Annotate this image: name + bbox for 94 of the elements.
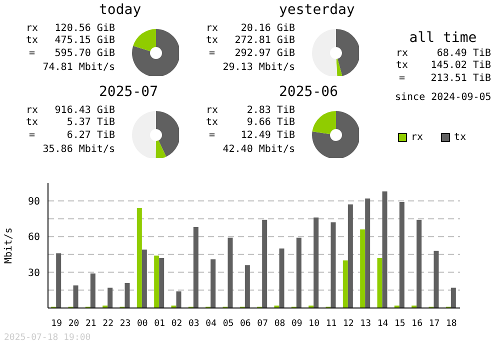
chart-title: today bbox=[98, 2, 142, 18]
x-tick-label: 18 bbox=[446, 319, 457, 329]
legend-label: tx bbox=[454, 132, 466, 143]
bar bbox=[382, 191, 388, 308]
bar bbox=[154, 256, 160, 308]
donut-slice bbox=[133, 29, 156, 52]
text: 35.86 Mbit/s bbox=[42, 144, 115, 156]
x-tick-label: 15 bbox=[394, 319, 406, 329]
bar bbox=[108, 288, 113, 308]
text: rx 2.83 TiB bbox=[206, 104, 295, 116]
bar bbox=[377, 258, 382, 308]
text: tx 145.02 TiB bbox=[396, 60, 491, 71]
x-tick-label: 05 bbox=[222, 319, 234, 329]
bar bbox=[262, 220, 268, 308]
x-tick-label: 14 bbox=[377, 319, 388, 329]
text: = 213.51 TiB bbox=[398, 73, 491, 84]
bar bbox=[228, 238, 233, 308]
text: tx 475.15 GiB bbox=[26, 34, 115, 46]
x-tick-label: 19 bbox=[51, 319, 62, 329]
bar bbox=[434, 250, 439, 308]
bar bbox=[124, 283, 130, 308]
bar bbox=[330, 222, 336, 308]
x-tick-label: 06 bbox=[240, 319, 251, 329]
chart-title: yesterday bbox=[278, 2, 356, 18]
text: rx 20.16 GiB bbox=[206, 22, 295, 34]
x-tick-label: 16 bbox=[412, 319, 423, 329]
bar bbox=[90, 273, 96, 308]
x-tick-label: 08 bbox=[274, 319, 286, 329]
bar bbox=[244, 265, 250, 308]
x-tick-label: 03 bbox=[188, 319, 200, 329]
x-tick-label: 21 bbox=[85, 319, 96, 329]
text: = 12.49 TiB bbox=[208, 130, 295, 140]
y-axis-title: Mbit/s bbox=[4, 227, 15, 264]
y-tick-label: 30 bbox=[28, 268, 40, 279]
donut-slice bbox=[132, 29, 179, 76]
bar bbox=[210, 259, 216, 308]
donut-slice bbox=[156, 111, 179, 157]
chart-title: 2025-07 bbox=[98, 84, 160, 100]
text: = 595.70 GiB bbox=[28, 48, 115, 58]
chart-title: 2025-06 bbox=[278, 84, 340, 100]
bar bbox=[176, 291, 182, 308]
text: since 2024-09-05 bbox=[395, 92, 492, 104]
x-tick-label: 07 bbox=[257, 319, 268, 329]
x-tick-label: 01 bbox=[154, 319, 166, 329]
text: 74.81 Mbit/s bbox=[42, 62, 115, 74]
x-tick-label: 23 bbox=[120, 319, 131, 329]
text: = 292.97 GiB bbox=[208, 48, 295, 58]
bar bbox=[416, 220, 422, 308]
text: 29.13 Mbit/s bbox=[222, 62, 295, 74]
donut-slice bbox=[156, 140, 166, 158]
text: rx 916.43 GiB bbox=[26, 104, 115, 116]
x-tick-label: 20 bbox=[68, 319, 80, 329]
text: rx 120.56 GiB bbox=[26, 22, 115, 34]
y-tick-label: 60 bbox=[28, 232, 40, 244]
bar bbox=[142, 250, 147, 308]
bar bbox=[296, 238, 302, 308]
x-tick-label: 11 bbox=[326, 319, 337, 329]
x-tick-label: 10 bbox=[308, 319, 320, 329]
legend-label: rx bbox=[411, 132, 424, 143]
bar bbox=[314, 218, 319, 308]
donut-slice bbox=[336, 58, 342, 76]
x-tick-label: 09 bbox=[291, 319, 302, 329]
text: tx 9.66 TiB bbox=[206, 116, 295, 128]
bar bbox=[365, 198, 370, 308]
bar bbox=[342, 260, 348, 308]
y-tick-label: 90 bbox=[28, 196, 40, 208]
bar bbox=[279, 248, 284, 308]
text: tx 5.37 TiB bbox=[26, 116, 115, 128]
x-tick-label: 04 bbox=[206, 319, 217, 329]
x-tick-label: 22 bbox=[102, 319, 114, 329]
x-tick-label: 12 bbox=[342, 319, 354, 329]
donut-slice bbox=[312, 111, 359, 158]
bar bbox=[159, 258, 164, 308]
bar bbox=[450, 288, 456, 308]
text: rx 68.49 TiB bbox=[396, 48, 491, 59]
text: tx 272.81 GiB bbox=[206, 34, 295, 46]
bar bbox=[73, 285, 78, 308]
bar bbox=[56, 253, 62, 308]
x-tick-label: 02 bbox=[171, 319, 182, 329]
bar bbox=[348, 204, 353, 308]
donut-slice bbox=[336, 29, 359, 76]
bar bbox=[136, 208, 142, 308]
text: 42.40 Mbit/s bbox=[222, 144, 295, 156]
donut-slice bbox=[312, 29, 338, 76]
x-tick-label: 17 bbox=[428, 319, 440, 329]
x-tick-label: 13 bbox=[360, 319, 372, 329]
bar bbox=[399, 202, 404, 308]
donut-slice bbox=[312, 111, 336, 134]
donut-slice bbox=[132, 111, 156, 158]
text: = 6.27 TiB bbox=[28, 130, 115, 140]
x-tick-label: 00 bbox=[136, 319, 148, 329]
bar bbox=[193, 227, 198, 308]
text: all time bbox=[408, 30, 478, 46]
bar bbox=[360, 229, 366, 308]
